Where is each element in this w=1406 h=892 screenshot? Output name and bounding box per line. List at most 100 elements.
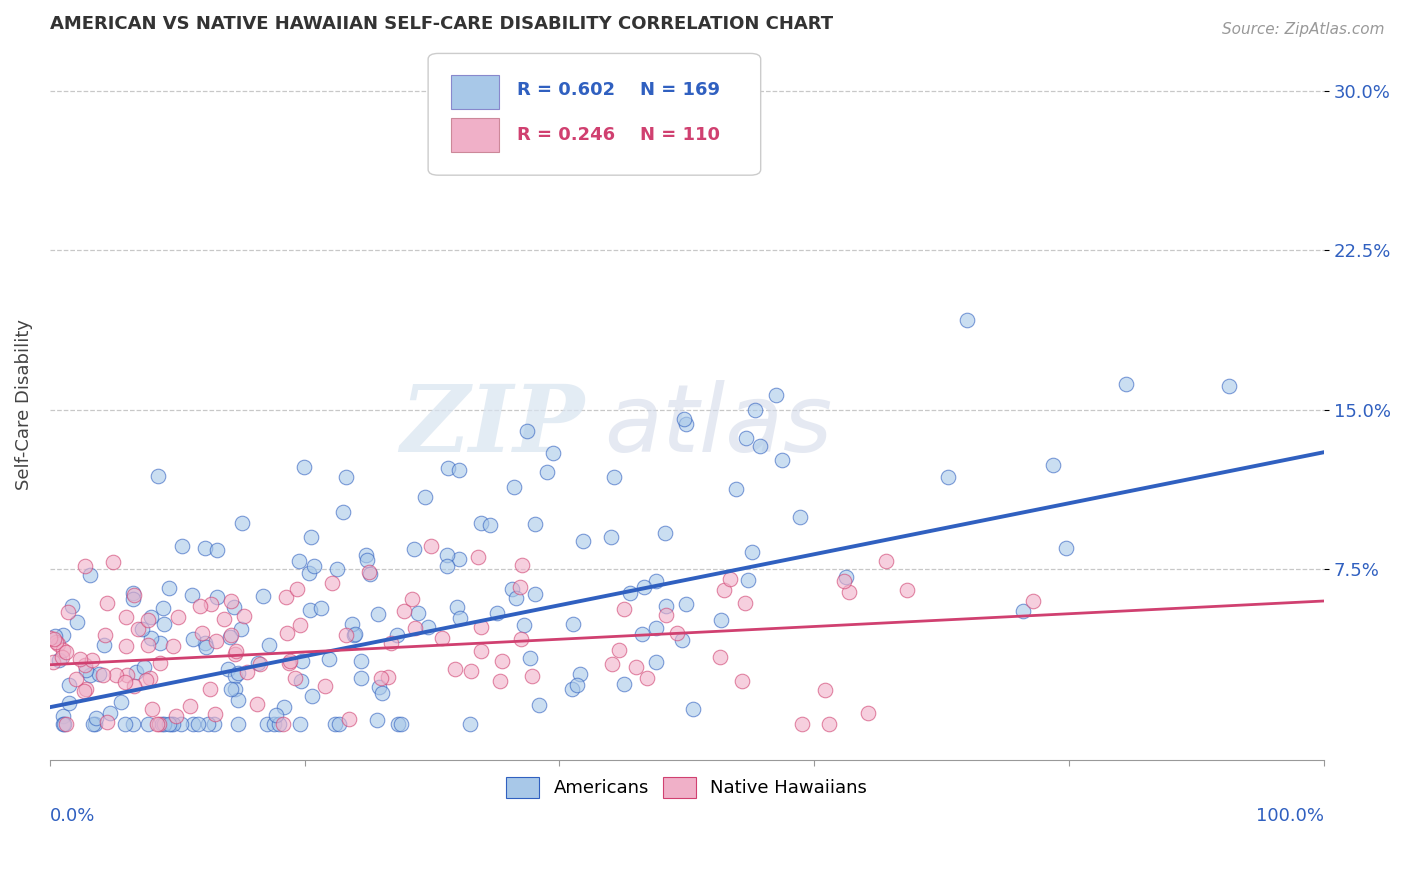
Text: AMERICAN VS NATIVE HAWAIIAN SELF-CARE DISABILITY CORRELATION CHART: AMERICAN VS NATIVE HAWAIIAN SELF-CARE DI… xyxy=(49,15,832,33)
Point xyxy=(219,628,242,642)
Point xyxy=(309,601,332,615)
Point xyxy=(645,655,668,669)
Point xyxy=(180,588,202,602)
Point xyxy=(148,717,170,731)
Point xyxy=(789,510,811,524)
Point xyxy=(682,702,704,716)
Point xyxy=(194,640,217,655)
Point xyxy=(718,572,741,586)
Point xyxy=(131,623,153,637)
Point xyxy=(485,607,508,621)
Point xyxy=(191,626,214,640)
Point xyxy=(790,717,813,731)
Point xyxy=(389,717,412,731)
Point xyxy=(202,717,225,731)
Point xyxy=(219,630,242,644)
Point xyxy=(749,439,772,453)
Point xyxy=(654,525,676,540)
Point xyxy=(516,425,538,439)
Point xyxy=(162,717,184,731)
Point xyxy=(75,681,97,696)
Point xyxy=(770,452,793,467)
Point xyxy=(101,556,124,570)
Point xyxy=(166,610,188,624)
Point xyxy=(276,591,298,605)
Point xyxy=(170,539,193,553)
Point xyxy=(136,717,159,731)
Point xyxy=(562,616,585,631)
Point xyxy=(449,552,471,566)
Point xyxy=(91,668,114,682)
Point xyxy=(141,702,163,716)
Point xyxy=(335,628,357,642)
Point xyxy=(277,657,299,671)
Point xyxy=(79,668,101,682)
Point xyxy=(194,541,217,556)
Point xyxy=(82,717,104,731)
Text: R = 0.602: R = 0.602 xyxy=(517,81,616,99)
Point xyxy=(1021,594,1043,608)
Point xyxy=(709,649,731,664)
Point xyxy=(205,633,228,648)
Point xyxy=(513,618,536,632)
Text: 0.0%: 0.0% xyxy=(49,807,96,825)
Point xyxy=(335,470,357,484)
Point xyxy=(150,717,173,731)
Point xyxy=(162,639,184,653)
Point xyxy=(58,605,80,619)
Point xyxy=(299,603,322,617)
Point xyxy=(502,481,524,495)
Point xyxy=(259,638,281,652)
Point xyxy=(276,626,298,640)
Text: Source: ZipAtlas.com: Source: ZipAtlas.com xyxy=(1222,22,1385,37)
Point xyxy=(1012,604,1035,618)
Point xyxy=(141,610,163,624)
Point xyxy=(710,613,733,627)
Point xyxy=(226,665,249,680)
Point xyxy=(896,582,918,597)
Point xyxy=(42,632,65,647)
Point xyxy=(232,608,254,623)
Point xyxy=(136,638,159,652)
Point xyxy=(572,534,595,549)
Point xyxy=(512,558,534,573)
Point xyxy=(256,717,278,731)
Y-axis label: Self-Care Disability: Self-Care Disability xyxy=(15,319,32,490)
Point xyxy=(470,644,492,658)
Point xyxy=(96,714,118,729)
Point xyxy=(385,628,408,642)
Point xyxy=(356,553,378,567)
Point xyxy=(236,665,259,679)
Point xyxy=(671,633,693,648)
Point xyxy=(98,706,121,721)
Point xyxy=(58,677,80,691)
Text: N = 110: N = 110 xyxy=(640,127,720,145)
Point xyxy=(69,651,91,665)
Point xyxy=(332,505,354,519)
Point xyxy=(631,627,654,641)
Point xyxy=(157,581,180,595)
Point xyxy=(249,657,271,672)
Point xyxy=(52,643,75,657)
Point xyxy=(179,698,201,713)
Point xyxy=(82,653,104,667)
Point xyxy=(225,644,247,658)
Point xyxy=(838,584,860,599)
Point xyxy=(541,446,564,460)
Point xyxy=(509,580,531,594)
Point xyxy=(73,558,96,573)
Point xyxy=(367,607,389,621)
Point xyxy=(224,647,246,661)
Point xyxy=(52,708,75,723)
Point xyxy=(146,717,169,731)
Point xyxy=(524,587,547,601)
Point xyxy=(447,462,470,476)
Point xyxy=(1054,541,1077,556)
Point xyxy=(84,717,107,731)
Text: N = 169: N = 169 xyxy=(640,81,720,99)
Point xyxy=(645,621,668,635)
Point xyxy=(51,650,73,665)
Point xyxy=(936,470,959,484)
Point xyxy=(94,628,117,642)
Point xyxy=(291,654,314,668)
